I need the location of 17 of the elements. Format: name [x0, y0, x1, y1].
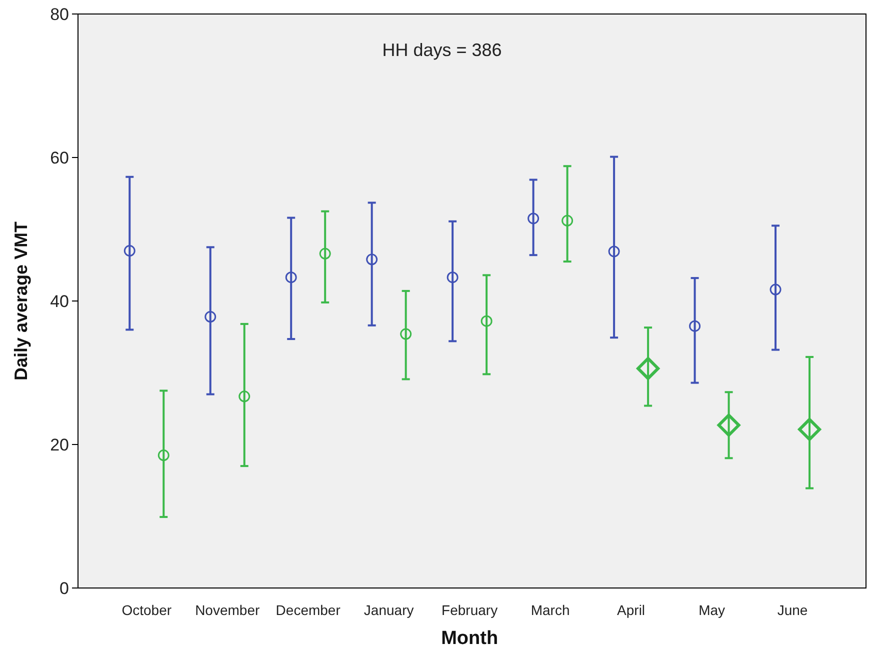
x-axis-title: Month [441, 628, 498, 649]
y-axis-title: Daily average VMT [11, 221, 31, 381]
x-tick-label: April [617, 602, 646, 618]
y-tick-label: 0 [60, 578, 69, 598]
annotation: HH days = 386 [382, 40, 502, 60]
x-tick-label: October [122, 602, 172, 618]
x-tick-label: March [530, 602, 570, 618]
x-tick-label: May [698, 602, 726, 618]
y-tick-label: 80 [50, 4, 69, 24]
x-tick-label: December [276, 602, 341, 618]
x-tick-label: January [364, 602, 414, 618]
y-tick-label: 20 [50, 435, 69, 454]
x-tick-label: November [195, 602, 260, 618]
y-tick-label: 40 [50, 292, 69, 311]
y-tick-label: 60 [50, 148, 69, 168]
x-tick-label: February [442, 602, 498, 618]
x-tick-label: June [777, 602, 808, 618]
